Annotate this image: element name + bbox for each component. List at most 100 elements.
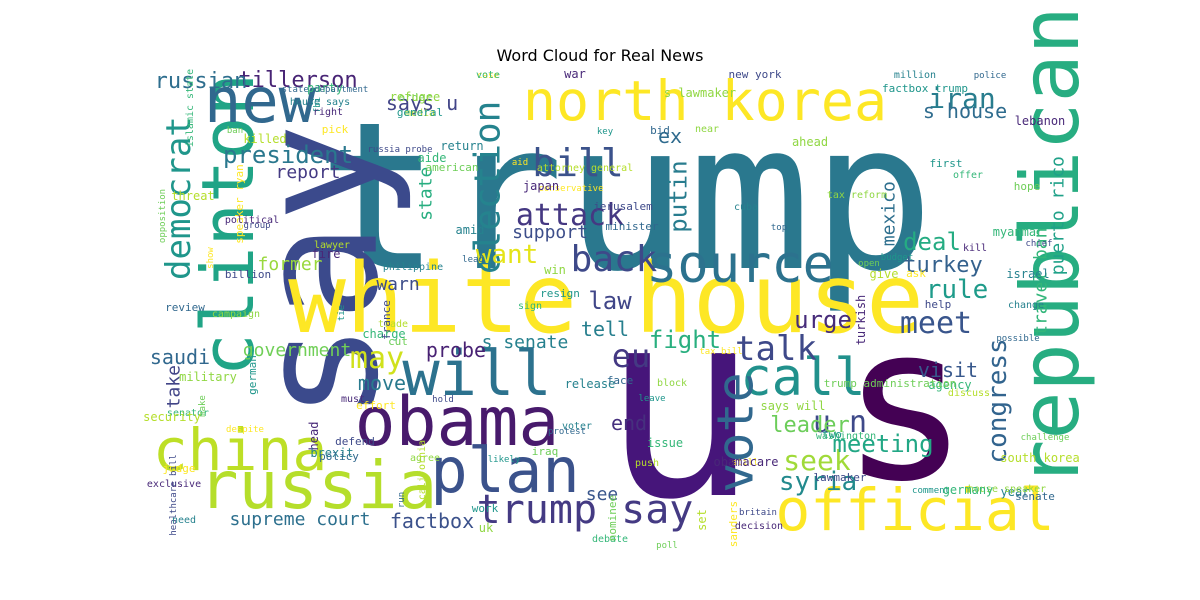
minor-word-military: military — [179, 370, 237, 384]
minor-word-leave: leave — [638, 394, 665, 404]
chart-title: Word Cloud for Real News — [496, 46, 704, 65]
word-putin: putin — [664, 160, 692, 232]
word-vote: vote — [707, 372, 765, 492]
word-say: say — [223, 123, 415, 421]
minor-word-win: win — [544, 263, 566, 277]
minor-word-says-will: says will — [760, 399, 825, 413]
word-trump-say: trump say — [477, 487, 694, 533]
minor-word-aid: aid — [512, 158, 528, 168]
word-source: source — [646, 235, 834, 295]
minor-word-sanders: sanders — [727, 501, 740, 547]
word-saudi: saudi — [150, 345, 210, 369]
minor-word-show: show — [206, 247, 216, 269]
minor-word-jerusalem: jerusalem — [593, 200, 653, 213]
minor-word-chief: chief — [1025, 239, 1052, 249]
word-state: state — [415, 167, 436, 221]
word-congress: congress — [983, 338, 1013, 463]
word-fight: fight — [649, 326, 721, 354]
minor-word-s-lawmaker: s lawmaker — [664, 86, 736, 100]
word-attack: attack — [516, 198, 624, 233]
minor-word-top: top — [771, 223, 787, 233]
minor-word-senator: senator — [167, 408, 209, 419]
minor-word-agency: agency — [928, 378, 971, 392]
word-urge: urge — [794, 306, 852, 334]
word-government: government — [243, 340, 351, 361]
word-u: u — [602, 255, 759, 557]
word-back: back — [571, 239, 658, 280]
minor-word-ban: ban — [227, 126, 243, 136]
minor-word-tax-bill: tax bill — [699, 347, 742, 357]
word-ex: ex — [658, 124, 682, 148]
minor-word-group: group — [243, 221, 270, 231]
minor-word-iraq: iraq — [532, 445, 559, 458]
minor-word-charge: charge — [362, 327, 405, 341]
word-former: former — [257, 254, 322, 275]
minor-word-two: two — [822, 428, 842, 441]
minor-word-fbi: fbi — [313, 97, 323, 113]
minor-word-head: head — [307, 422, 321, 451]
word-plan: plan — [430, 434, 579, 507]
word-mexico: mexico — [878, 181, 899, 246]
word-rule: rule — [926, 275, 989, 305]
minor-word-change: change — [1008, 300, 1044, 311]
word-election: election — [468, 101, 509, 274]
minor-word-push: push — [635, 458, 659, 469]
minor-word-despite: despite — [226, 425, 264, 435]
word-trump: trump — [317, 79, 934, 317]
minor-word-turkish: turkish — [854, 295, 868, 346]
minor-word-likely: likely — [488, 455, 521, 465]
word-report: report — [275, 162, 340, 183]
word-president: president — [223, 141, 353, 169]
minor-word-comment: comment — [912, 486, 950, 496]
minor-word-house-speaker: house speaker — [968, 484, 1046, 495]
minor-word-ahead: ahead — [792, 135, 828, 149]
word-meeting: meeting — [832, 430, 933, 458]
minor-word-uk: uk — [479, 521, 494, 535]
minor-word-security: security — [143, 410, 201, 424]
minor-word-russia-probe: russia probe — [367, 145, 432, 155]
minor-word-minister: minister — [606, 220, 659, 233]
word-deal: deal — [903, 228, 961, 256]
minor-word-campaign: campaign — [212, 309, 260, 320]
word-talk: talk — [735, 329, 817, 369]
minor-word-factbox-trump: factbox trump — [882, 82, 968, 95]
minor-word-war: war — [564, 67, 586, 81]
minor-word-policy: policy — [319, 450, 359, 463]
minor-word-year: year — [1001, 485, 1030, 499]
word-official: official — [775, 476, 1054, 544]
minor-word-block: block — [657, 378, 687, 389]
word-may: may — [350, 341, 404, 376]
minor-word-million: million — [894, 70, 936, 81]
minor-word-attorney-general: attorney general — [537, 163, 633, 174]
word-tell: tell — [581, 317, 629, 341]
minor-word-refugee: refugee — [390, 90, 441, 104]
minor-word-lawmaker: lawmaker — [814, 471, 867, 484]
minor-word-return: return — [440, 139, 483, 153]
word-probe: probe — [426, 338, 486, 362]
minor-word-trade: trade — [378, 319, 408, 330]
minor-word-budget: budget — [881, 253, 914, 263]
minor-word-release: release — [565, 377, 616, 391]
minor-word-near: near — [695, 124, 719, 135]
minor-word-agree: agree — [410, 453, 440, 464]
minor-word-lead: lead — [462, 255, 484, 265]
word-white-house: white house — [288, 243, 924, 355]
minor-word-defend: defend — [335, 435, 375, 448]
minor-word-japan: japan — [523, 179, 559, 193]
word-north-korea: north korea — [523, 69, 887, 133]
minor-word-help: help — [925, 298, 952, 311]
minor-word-possible: possible — [996, 334, 1039, 344]
minor-word-hold: hold — [432, 395, 454, 405]
word-new: new — [204, 64, 317, 137]
minor-word-tie: tie — [337, 305, 347, 321]
minor-word-philippine: philippine — [383, 262, 443, 273]
word-s: s — [840, 278, 969, 529]
minor-word-media: media — [405, 108, 435, 119]
word-russia: russia — [199, 447, 437, 524]
minor-word-work: work — [472, 502, 499, 515]
minor-word-new-york: new york — [729, 68, 782, 81]
minor-word-sign: sign — [518, 301, 542, 312]
minor-word-run: run — [397, 492, 407, 508]
word-want: want — [476, 240, 539, 270]
